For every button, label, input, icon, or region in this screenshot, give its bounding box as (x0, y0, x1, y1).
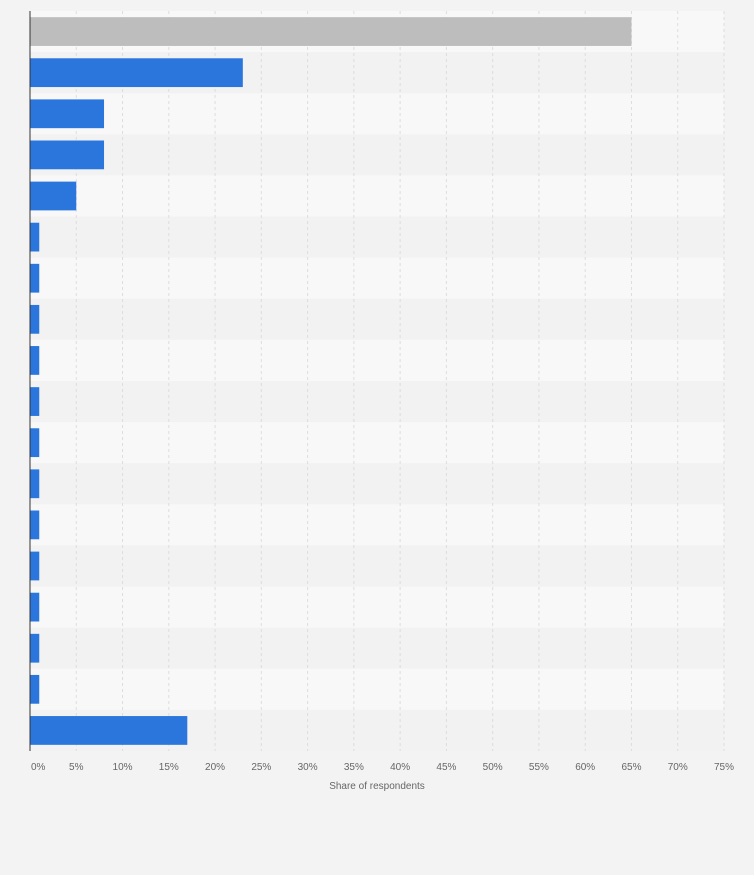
row-band (30, 545, 724, 587)
bar[interactable] (30, 716, 188, 745)
bar[interactable] (30, 304, 40, 334)
bar[interactable] (30, 263, 40, 293)
x-tick-label: 0% (31, 762, 46, 773)
bar[interactable] (30, 633, 40, 663)
row-band (30, 463, 724, 505)
x-tick-label: 15% (159, 762, 179, 773)
bar[interactable] (30, 222, 40, 252)
x-tick-label: 55% (529, 762, 549, 773)
x-tick-label: 75% (714, 762, 734, 773)
bar[interactable] (30, 469, 40, 499)
row-band (30, 586, 724, 628)
x-tick-label: 50% (483, 762, 503, 773)
row-bands (30, 11, 724, 751)
bar[interactable] (30, 99, 105, 129)
bar[interactable] (30, 592, 40, 622)
bar[interactable] (30, 181, 77, 211)
x-tick-label: 60% (575, 762, 595, 773)
row-band (30, 298, 724, 340)
bar[interactable] (30, 346, 40, 375)
row-band (30, 257, 724, 299)
x-tick-label: 20% (205, 762, 225, 773)
row-band (30, 93, 724, 135)
x-tick-label: 25% (251, 762, 271, 773)
x-tick-label: 5% (69, 762, 84, 773)
bar[interactable] (30, 140, 105, 170)
x-tick-label: 30% (298, 762, 318, 773)
x-tick-label: 10% (113, 762, 133, 773)
bars (30, 17, 632, 745)
row-band (30, 422, 724, 464)
row-band (30, 216, 724, 258)
row-band (30, 381, 724, 423)
bar[interactable] (30, 551, 40, 581)
bar[interactable] (30, 674, 40, 704)
row-band (30, 668, 724, 710)
x-tick-label: 65% (621, 762, 641, 773)
bar[interactable] (30, 428, 40, 458)
row-band (30, 175, 724, 217)
bar[interactable] (30, 510, 40, 540)
row-band (30, 134, 724, 176)
x-tick-label: 45% (436, 762, 456, 773)
bar[interactable] (30, 17, 632, 46)
x-tick-label: 35% (344, 762, 364, 773)
bar[interactable] (30, 387, 40, 416)
x-tick-label: 70% (668, 762, 688, 773)
x-axis-label: Share of respondents (329, 781, 425, 792)
row-band (30, 627, 724, 669)
x-tick-label: 40% (390, 762, 410, 773)
row-band (30, 339, 724, 381)
x-tick-labels: 0% 5% 10% 15% 20% 25% 30% 35% 40% 45% 50% 55% 60% 65%… (31, 762, 734, 773)
bar[interactable] (30, 58, 243, 88)
row-band (30, 504, 724, 546)
